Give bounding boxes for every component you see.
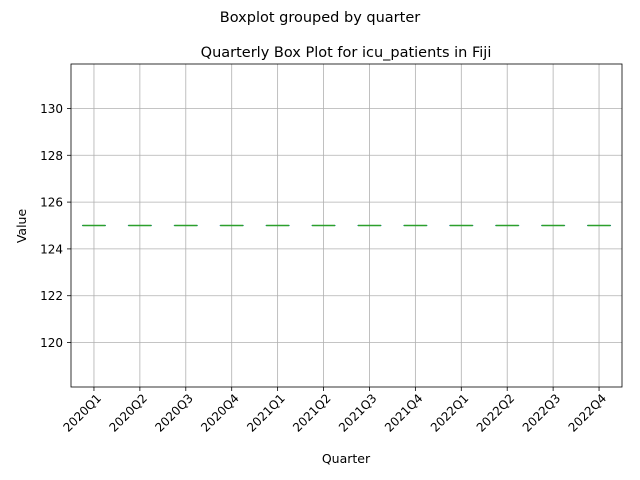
y-axis-label: Value [14, 209, 29, 244]
chart-title: Quarterly Box Plot for icu_patients in F… [201, 45, 492, 61]
x-tick-label: 2021Q1 [244, 391, 288, 435]
x-tick-label: 2021Q2 [290, 391, 334, 435]
x-tick-label: 2021Q4 [382, 391, 426, 435]
y-ticks: 120 122 124 126 128 130 [40, 102, 71, 350]
x-tick-label: 2022Q3 [520, 391, 564, 435]
y-tick-label: 122 [40, 289, 63, 303]
x-tick-label: 2022Q2 [474, 391, 518, 435]
y-tick-label: 120 [40, 336, 63, 350]
x-tick-label: 2020Q3 [152, 391, 196, 435]
x-tick-label: 2020Q2 [106, 391, 150, 435]
x-tick-label: 2020Q4 [198, 391, 242, 435]
x-axis-label: Quarter [322, 451, 371, 466]
chart-suptitle: Boxplot grouped by quarter [220, 10, 420, 26]
y-tick-label: 124 [40, 242, 63, 256]
x-tick-label: 2022Q1 [428, 391, 472, 435]
x-tick-label: 2021Q3 [336, 391, 380, 435]
y-tick-label: 126 [40, 196, 63, 210]
x-tick-label: 2020Q1 [61, 391, 105, 435]
y-tick-label: 130 [40, 102, 63, 116]
x-tick-label: 2022Q4 [566, 391, 610, 435]
x-ticks: 2020Q1 2020Q2 2020Q3 2020Q4 2021Q1 2021Q2 2021… [61, 387, 610, 435]
y-tick-label: 128 [40, 149, 63, 163]
grid-lines [71, 64, 622, 387]
plot-area [70, 63, 623, 388]
